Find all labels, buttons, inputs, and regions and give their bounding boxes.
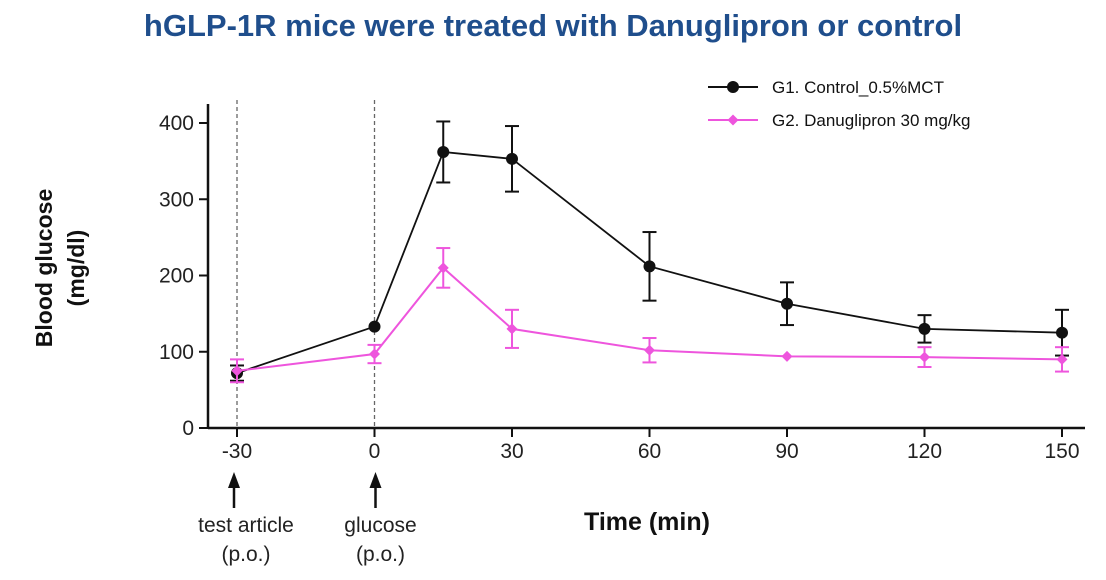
data-point	[781, 297, 793, 310]
legend-entry: G2. Danuglipron 30 mg/kg	[708, 111, 970, 130]
legend-entry: G1. Control_0.5%MCT	[708, 78, 944, 97]
test-article-annotation: test article (p.o.)	[198, 472, 294, 566]
chart-title: hGLP-1R mice were treated with Danuglipr…	[143, 8, 963, 43]
x-tick-label: 30	[500, 440, 523, 463]
legend-marker	[727, 114, 739, 126]
y-axis-label: Blood glucose	[31, 189, 57, 347]
series-danuglipron	[230, 247, 1069, 384]
legend-label: G2. Danuglipron 30 mg/kg	[772, 111, 970, 130]
data-point	[231, 365, 243, 377]
x-tick-label: 150	[1044, 440, 1079, 463]
y-tick-label: 300	[159, 188, 194, 211]
arrow-up-icon	[369, 472, 382, 488]
x-tick-label: -30	[222, 440, 252, 463]
series-line	[236, 266, 1063, 372]
data-point	[369, 348, 380, 360]
data-point	[1056, 326, 1068, 339]
arrow-up-icon	[228, 472, 240, 488]
data-point	[437, 145, 450, 158]
annotation-label: (p.o.)	[356, 543, 405, 566]
y-tick-label: 0	[182, 417, 194, 440]
data-point	[506, 323, 518, 335]
x-axis-label: Time (min)	[584, 508, 710, 536]
annotation-label: test article	[198, 514, 294, 537]
annotation-label: glucose	[344, 514, 416, 537]
series-control	[230, 120, 1069, 382]
data-point	[368, 320, 381, 333]
y-axis-label: (mg/dl)	[63, 230, 89, 307]
y-tick-label: 100	[159, 341, 194, 364]
x-tick-label: 0	[369, 440, 381, 463]
data-point	[437, 262, 449, 274]
annotation-label: (p.o.)	[221, 543, 270, 566]
data-point	[644, 344, 655, 356]
x-tick-label: 120	[907, 440, 942, 463]
y-tick-label: 400	[159, 112, 194, 135]
glucose-annotation: glucose (p.o.)	[344, 472, 417, 566]
data-point	[506, 152, 518, 165]
legend-label: G1. Control_0.5%MCT	[772, 78, 944, 97]
data-point	[781, 350, 793, 362]
data-point	[918, 322, 931, 335]
x-tick-label: 90	[775, 440, 798, 463]
data-point	[1056, 353, 1068, 365]
data-point	[643, 260, 656, 273]
data-point	[919, 351, 930, 363]
x-tick-label: 60	[638, 440, 661, 463]
series-line	[236, 151, 1063, 374]
y-tick-label: 200	[159, 265, 194, 288]
legend-marker	[727, 81, 739, 93]
